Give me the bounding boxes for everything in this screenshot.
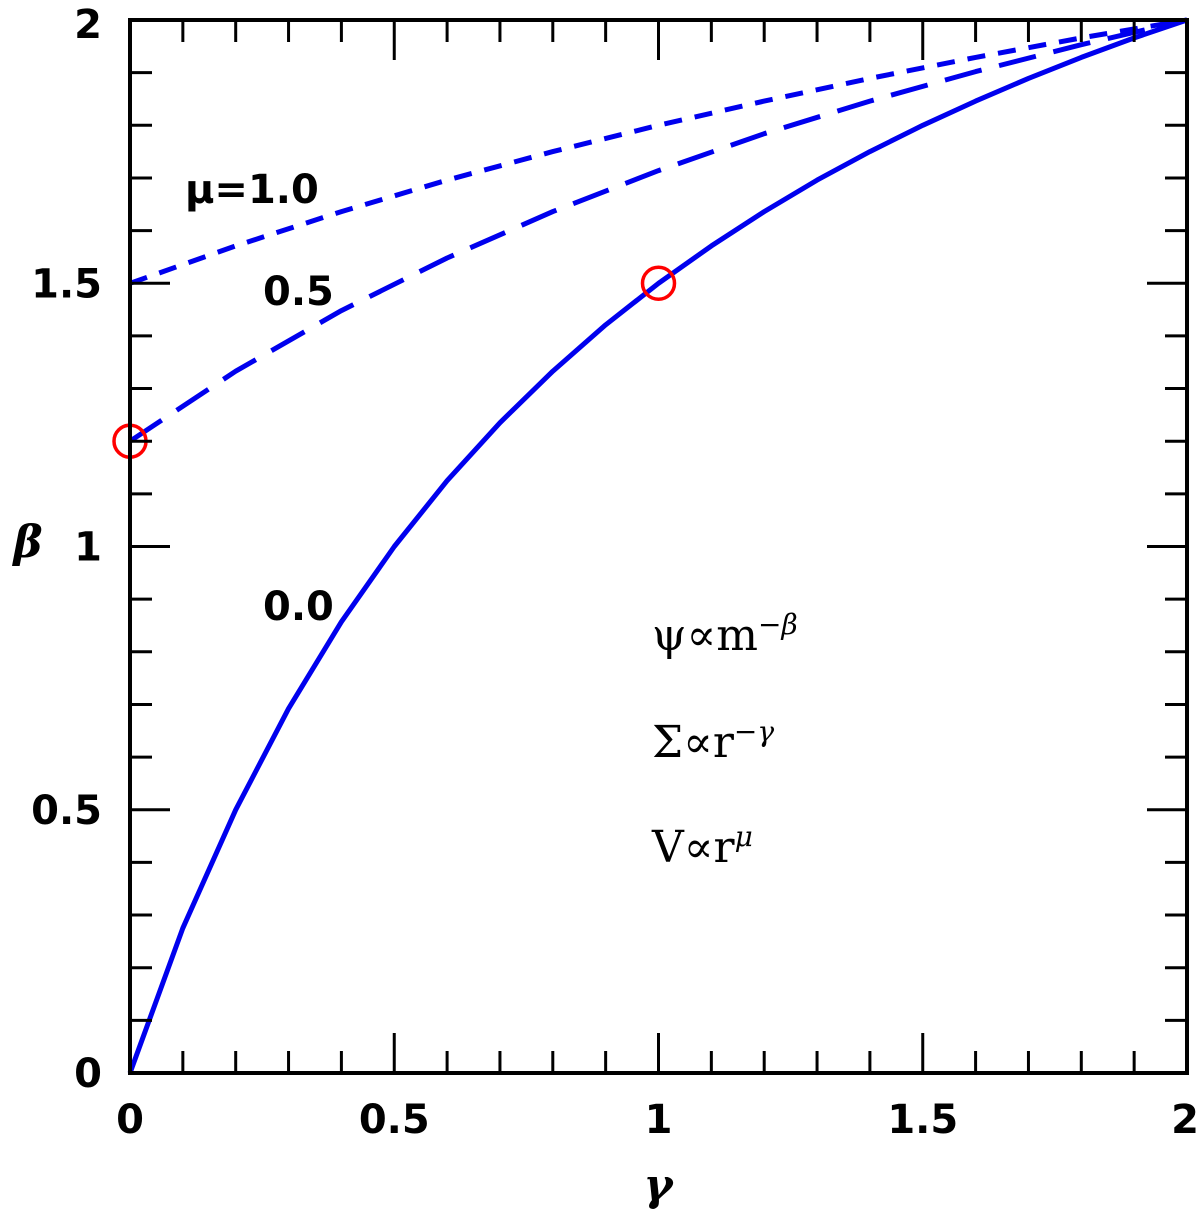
legend-psi-base: ψ∝m xyxy=(652,610,758,661)
ticks-layer xyxy=(128,18,1189,1075)
x-tick-label-2: 1 xyxy=(645,1097,673,1143)
y-tick-label-0: 0 xyxy=(74,1051,102,1097)
legend: ψ∝m−β Σ∝r−γ V∝rμ xyxy=(651,608,798,873)
legend-line-v: V∝rμ xyxy=(651,820,753,873)
legend-v-base: V∝r xyxy=(651,822,736,873)
tick-labels-layer: 0 0.5 1 1.5 2 0 0.5 1 1.5 2 xyxy=(31,2,1199,1143)
series-line-2 xyxy=(127,17,1188,1074)
x-tick-label-4: 2 xyxy=(1171,1097,1199,1143)
x-tick-label-3: 1.5 xyxy=(887,1097,958,1143)
legend-v-sup: μ xyxy=(735,820,753,853)
series-line-0 xyxy=(129,17,1188,286)
x-tick-label-1: 0.5 xyxy=(359,1097,430,1143)
y-tick-label-3: 1.5 xyxy=(31,261,102,307)
series-line-1 xyxy=(128,17,1188,444)
curve-label-mu-1.0: μ=1.0 xyxy=(185,167,319,213)
legend-sigma-sup: −γ xyxy=(734,715,774,748)
curve-label-0.0: 0.0 xyxy=(263,584,334,630)
curve-label-0.5: 0.5 xyxy=(263,269,334,315)
y-tick-label-2: 1 xyxy=(74,525,102,571)
legend-line-sigma: Σ∝r−γ xyxy=(652,715,774,768)
legend-psi-sup: −β xyxy=(758,608,798,641)
marker-point-1 xyxy=(640,265,677,301)
x-tick-label-0: 0 xyxy=(116,1097,144,1143)
legend-line-psi: ψ∝m−β xyxy=(652,608,798,661)
y-tick-label-1: 0.5 xyxy=(31,788,102,834)
markers-layer xyxy=(112,265,677,459)
curves-layer xyxy=(127,17,1188,1074)
y-tick-label-4: 2 xyxy=(74,2,102,48)
x-axis-label: γ xyxy=(643,1160,674,1211)
legend-sigma-base: Σ∝r xyxy=(652,717,735,768)
y-axis-label: β xyxy=(11,517,42,568)
